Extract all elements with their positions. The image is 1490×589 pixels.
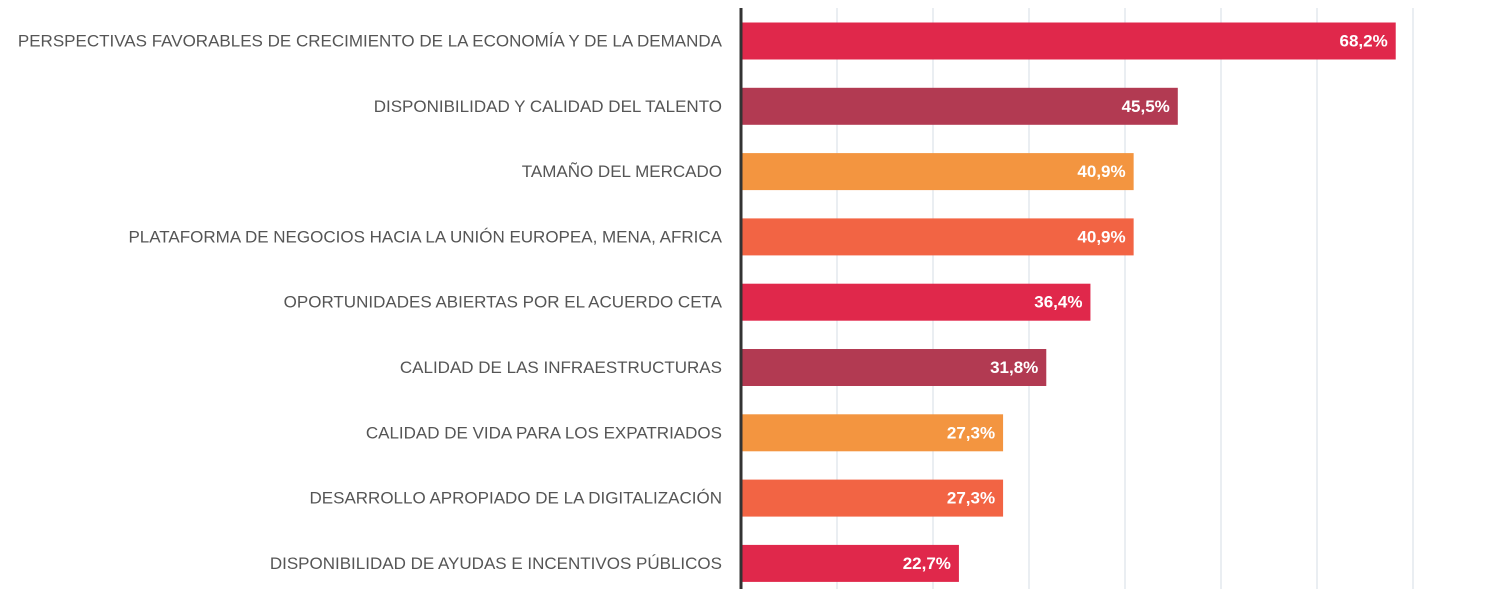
value-label: 45,5% <box>1122 97 1170 116</box>
value-label: 40,9% <box>1077 162 1125 181</box>
bar <box>741 544 959 582</box>
bar <box>741 349 1047 386</box>
bar <box>741 22 1396 60</box>
category-label: PLATAFORMA DE NEGOCIOS HACIA LA UNIÓN EU… <box>128 227 722 246</box>
category-label: DESARROLLO APROPIADO DE LA DIGITALIZACIÓ… <box>309 489 722 508</box>
value-label: 36,4% <box>1034 293 1082 312</box>
bar <box>741 283 1091 321</box>
category-label: TAMAÑO DEL MERCADO <box>522 162 722 181</box>
value-label: 31,8% <box>990 358 1038 377</box>
value-label: 27,3% <box>947 423 995 442</box>
category-label: PERSPECTIVAS FAVORABLES DE CRECIMIENTO D… <box>18 31 723 50</box>
category-label: OPORTUNIDADES ABIERTAS POR EL ACUERDO CE… <box>284 293 723 312</box>
bar <box>741 414 1004 452</box>
bar <box>741 479 1004 517</box>
category-label: CALIDAD DE VIDA PARA LOS EXPATRIADOS <box>366 423 722 442</box>
bar <box>741 87 1178 125</box>
value-label: 22,7% <box>903 554 951 573</box>
value-label: 27,3% <box>947 489 995 508</box>
category-label: CALIDAD DE LAS INFRAESTRUCTURAS <box>400 358 722 377</box>
bar <box>741 153 1134 191</box>
category-label: DISPONIBILIDAD DE AYUDAS E INCENTIVOS PÚ… <box>270 554 722 573</box>
value-label: 40,9% <box>1077 227 1125 246</box>
bar <box>741 218 1134 256</box>
category-label: DISPONIBILIDAD Y CALIDAD DEL TALENTO <box>374 97 722 116</box>
value-label: 68,2% <box>1340 31 1388 50</box>
